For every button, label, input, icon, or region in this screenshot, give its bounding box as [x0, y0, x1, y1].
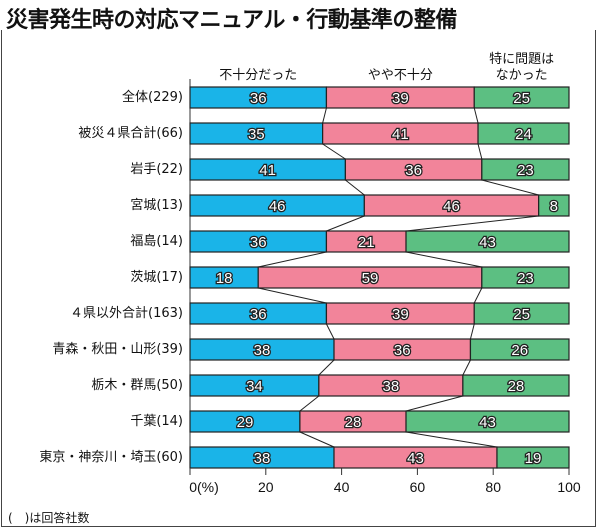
- bar-segment-3: [473, 86, 570, 109]
- data-label: 38: [383, 378, 400, 395]
- data-label: 25: [513, 90, 530, 107]
- data-label: 28: [345, 414, 362, 431]
- bar-segment-3: [462, 374, 570, 397]
- bar-segment-3: [538, 194, 570, 217]
- category-label: 茨城(17): [130, 270, 183, 285]
- connector-line: [258, 251, 327, 268]
- connector-line: [473, 287, 483, 304]
- data-label: 36: [405, 162, 422, 179]
- connector-line: [345, 179, 365, 196]
- chart-title: 災害発生時の対応マニュアル・行動基準の整備: [6, 8, 457, 33]
- connector-line: [405, 251, 482, 268]
- category-label: 青森・秋田・山形(39): [52, 342, 183, 357]
- bar-segment-3: [473, 302, 570, 325]
- category-label: 被災４県合計(66): [78, 125, 183, 141]
- data-label: 36: [394, 342, 411, 359]
- data-label: 39: [392, 306, 409, 323]
- data-label: 36: [250, 234, 267, 251]
- data-label: 43: [479, 234, 496, 251]
- data-label: 59: [362, 270, 379, 287]
- footnote: ( )は回答社数: [8, 511, 90, 525]
- x-tick-label: 20: [258, 479, 274, 495]
- data-label: 25: [513, 306, 530, 323]
- data-label: 41: [392, 126, 409, 143]
- category-label: 東京・神奈川・埼玉(60): [39, 449, 183, 465]
- series-header: 特に問題は: [489, 52, 554, 67]
- connector-line: [462, 359, 471, 376]
- connector-line: [318, 359, 335, 376]
- connector-line: [322, 143, 346, 160]
- data-label: 38: [254, 450, 271, 467]
- series-header: やや不十分: [368, 68, 433, 83]
- data-label: 39: [392, 90, 409, 107]
- data-label: 8: [550, 198, 558, 215]
- series-header: なかった: [496, 68, 548, 83]
- category-label: 全体(229): [122, 89, 183, 105]
- data-label: 26: [511, 342, 528, 359]
- x-tick-label: 40: [334, 479, 350, 495]
- x-tick-label: 100: [557, 479, 581, 495]
- data-label: 19: [525, 450, 542, 467]
- data-label: 21: [358, 234, 375, 251]
- bar-segment-3: [481, 266, 570, 289]
- series-header: 不十分だった: [219, 68, 297, 83]
- category-label: 千葉(14): [130, 414, 183, 429]
- category-label: 岩手(22): [130, 162, 183, 177]
- category-label: 宮城(13): [130, 197, 183, 213]
- connector-line: [326, 215, 365, 232]
- connector-line: [405, 215, 539, 232]
- data-label: 23: [517, 162, 534, 179]
- data-label: 43: [479, 414, 496, 431]
- data-label: 18: [216, 270, 233, 287]
- bar-segment-3: [469, 338, 570, 361]
- x-tick-label: 0(%): [189, 479, 219, 495]
- x-tick-label: 80: [485, 479, 501, 495]
- connector-line: [325, 323, 335, 340]
- data-label: 24: [515, 126, 532, 143]
- data-label: 36: [250, 306, 267, 323]
- connector-line: [322, 107, 327, 124]
- connector-line: [299, 395, 320, 412]
- data-label: 41: [259, 162, 276, 179]
- category-label: ４県以外合計(163): [70, 305, 183, 321]
- data-label: 38: [254, 342, 271, 359]
- connector-line: [405, 431, 498, 448]
- connector-line: [481, 179, 539, 196]
- data-label: 35: [248, 126, 265, 143]
- data-label: 34: [246, 378, 263, 395]
- data-label: 36: [250, 90, 267, 107]
- data-label: 46: [269, 198, 286, 215]
- bar-segment-3: [481, 158, 570, 181]
- category-label: 福島(14): [130, 234, 183, 249]
- connector-line: [473, 107, 479, 124]
- data-label: 43: [407, 450, 424, 467]
- connector-line: [469, 323, 475, 340]
- bar-segment-3: [477, 122, 570, 145]
- bar-segment-3: [496, 446, 570, 469]
- chart-frame: [1, 30, 596, 527]
- x-tick-label: 60: [410, 479, 426, 495]
- data-label: 29: [237, 414, 254, 431]
- connector-line: [299, 431, 335, 448]
- bar-segment-3: [405, 230, 570, 253]
- data-label: 46: [443, 198, 460, 215]
- category-label: 栃木・群馬(50): [91, 378, 183, 393]
- connector-line: [477, 143, 483, 160]
- bar-segment-3: [405, 410, 570, 433]
- connector-line: [258, 287, 327, 304]
- connector-line: [405, 395, 464, 412]
- data-label: 23: [517, 270, 534, 287]
- data-label: 28: [508, 378, 525, 395]
